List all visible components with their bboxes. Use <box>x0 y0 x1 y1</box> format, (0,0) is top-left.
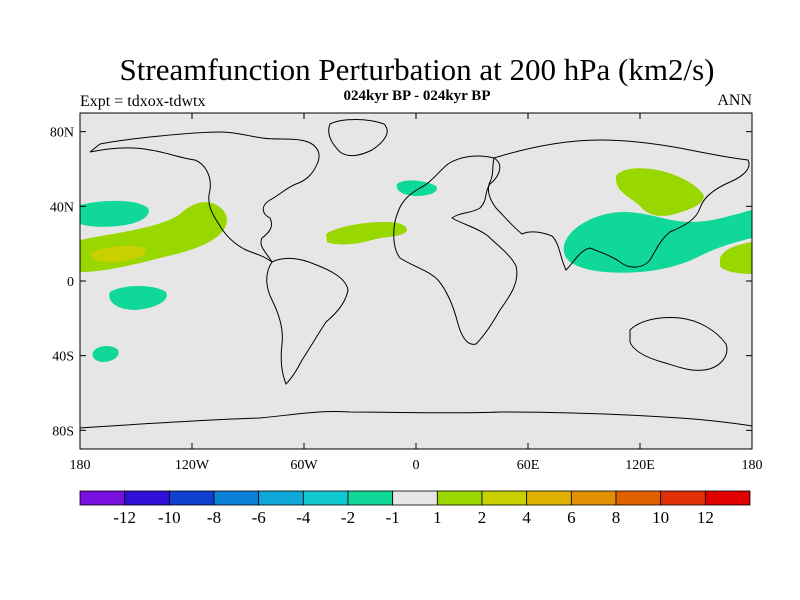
lat-tick-label: 80S <box>52 424 74 439</box>
colorbar-label: -8 <box>207 508 221 527</box>
lon-tick-label: 0 <box>413 458 420 473</box>
coastlines <box>80 119 752 429</box>
colorbar-box <box>436 490 483 506</box>
colorbar-box <box>704 490 751 506</box>
region-north-pacific-east-negative <box>80 200 149 227</box>
coast-antarctica <box>80 410 752 429</box>
colorbar-label: -6 <box>252 508 266 527</box>
colorbar-label: -4 <box>296 508 311 527</box>
colorbar-box <box>124 490 170 506</box>
lon-tick-label: 60W <box>290 458 318 473</box>
lon-tick-label: 180 <box>70 458 91 473</box>
colorbar-box <box>481 490 528 506</box>
colorbar-label: 8 <box>612 508 621 527</box>
colorbar-label: -10 <box>158 508 181 527</box>
colorbar-label: 2 <box>478 508 487 527</box>
region-west-pacific-positive <box>720 242 752 274</box>
colorbar-box <box>79 490 126 506</box>
lon-tick-label: 60E <box>517 458 540 473</box>
colorbar-box <box>392 490 438 506</box>
colorbar-box <box>615 490 662 506</box>
lon-tick-label: 120W <box>175 458 210 473</box>
colorbar-box <box>526 490 572 506</box>
coast-australia <box>629 317 728 371</box>
region-south-pacific-negative <box>109 286 167 310</box>
colorbar-label: 10 <box>652 508 669 527</box>
plot-title: Streamfunction Perturbation at 200 hPa (… <box>119 52 715 87</box>
lat-tick-label: 0 <box>67 275 74 290</box>
lon-tick-label: 180 <box>742 458 763 473</box>
colorbar-label: 6 <box>567 508 576 527</box>
coast-asia <box>487 139 750 271</box>
coast-south-america <box>266 257 349 385</box>
coast-greenland <box>328 119 388 157</box>
colorbar-box <box>347 490 394 506</box>
longitude-axis: 180 120W 60W 0 60E 120E 180 <box>70 113 763 473</box>
colorbar-label: -1 <box>386 508 400 527</box>
colorbar-label: -12 <box>113 508 136 527</box>
region-south-pacific-small-negative <box>92 346 119 362</box>
colorbar-label: -2 <box>341 508 355 527</box>
lat-tick-label: 80N <box>50 126 74 141</box>
colorbar-box <box>570 490 617 506</box>
region-siberia-positive <box>615 168 704 216</box>
map-background <box>80 113 752 449</box>
colorbar-box <box>660 490 706 506</box>
coast-europe-africa <box>393 155 518 345</box>
colorbar-label: 12 <box>697 508 714 527</box>
region-atlantic-subtropical-positive <box>326 222 407 245</box>
colorbar-box <box>168 490 215 506</box>
lat-tick-label: 40N <box>50 200 74 215</box>
region-tropical-east-pacific-core <box>90 246 147 263</box>
colorbar-label: 1 <box>433 508 442 527</box>
colorbar-label: 4 <box>522 508 531 527</box>
colorbar: -12 -10 -8 -6 -4 -2 -1 1 2 4 6 8 10 12 <box>79 490 751 527</box>
coast-north-america <box>89 131 320 263</box>
experiment-label: Expt = tdxox-tdwtx <box>80 93 206 110</box>
plot-subtitle: 024kyr BP - 024kyr BP <box>343 88 491 104</box>
latitude-axis: 80N 40N 0 40S 80S <box>50 126 752 439</box>
region-europe-negative <box>396 180 437 196</box>
lon-tick-label: 120E <box>625 458 655 473</box>
season-label: ANN <box>717 92 752 109</box>
lat-tick-label: 40S <box>52 350 74 365</box>
colorbar-box <box>302 490 349 506</box>
contour-field <box>80 119 752 429</box>
colorbar-box <box>213 490 260 506</box>
colorbar-box <box>258 490 304 506</box>
